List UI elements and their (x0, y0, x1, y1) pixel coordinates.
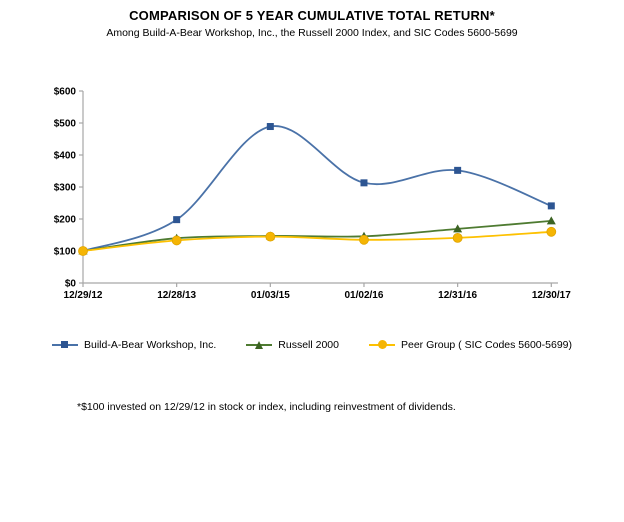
legend-item-peer-group: Peer Group ( SIC Codes 5600-5699) (368, 339, 572, 351)
y-axis-tick-label: $600 (54, 87, 77, 98)
legend-label-build-a-bear: Build-A-Bear Workshop, Inc. (84, 339, 217, 351)
legend-label-russell-2000: Russell 2000 (278, 339, 339, 351)
x-axis-tick-label: 01/02/16 (345, 290, 384, 301)
legend-item-russell-2000: Russell 2000 (246, 339, 339, 351)
data-point-square (173, 216, 181, 224)
data-point-circle (78, 246, 88, 256)
legend-label-peer-group: Peer Group ( SIC Codes 5600-5699) (400, 339, 572, 351)
data-point-circle (546, 226, 557, 237)
series-line-1 (82, 220, 552, 252)
y-axis-tick-label: $100 (54, 247, 77, 258)
triangle-marker-icon (246, 340, 273, 350)
data-point-triangle (546, 216, 556, 225)
x-axis-tick-label: 12/30/17 (532, 290, 571, 301)
data-point-circle (452, 232, 463, 243)
y-axis-tick-label: $400 (54, 151, 77, 162)
chart-axes (82, 91, 558, 284)
data-point-square (454, 166, 462, 174)
square-marker-icon (52, 340, 78, 350)
y-axis-tick-label: $200 (54, 215, 77, 226)
data-point-square (266, 123, 274, 131)
y-axis-tick-label: $300 (54, 183, 77, 194)
x-axis-tick-label: 12/31/16 (438, 290, 477, 301)
y-axis-tick-label: $0 (65, 279, 77, 290)
data-point-square (547, 202, 555, 210)
chart-legend: Build-A-Bear Workshop, Inc. Russell 2000… (0, 339, 624, 351)
chart-footnote: *$100 invested on 12/29/12 in stock or i… (77, 401, 456, 413)
circle-marker-icon (368, 340, 395, 350)
x-axis-tick-label: 12/28/13 (157, 290, 196, 301)
y-axis-tick-label: $500 (54, 119, 77, 130)
data-point-circle (359, 234, 369, 245)
x-axis-tick-label: 12/29/12 (64, 290, 103, 301)
series-line-2 (82, 230, 552, 252)
x-axis-tick-label: 01/03/15 (251, 290, 290, 301)
chart-subtitle: Among Build-A-Bear Workshop, Inc., the R… (106, 27, 518, 39)
line-chart-plot: $0 $100 $200 $300 $400 $500 $600 12/29/12 12/28/… (54, 87, 571, 302)
data-point-circle (265, 231, 276, 242)
data-point-triangle (453, 224, 463, 233)
data-point-circle (171, 235, 182, 246)
chart-title: COMPARISON OF 5 YEAR CUMULATIVE TOTAL RE… (129, 8, 495, 23)
series-line-0 (82, 125, 552, 252)
data-point-square (360, 179, 368, 187)
legend-item-build-a-bear: Build-A-Bear Workshop, Inc. (52, 339, 216, 351)
